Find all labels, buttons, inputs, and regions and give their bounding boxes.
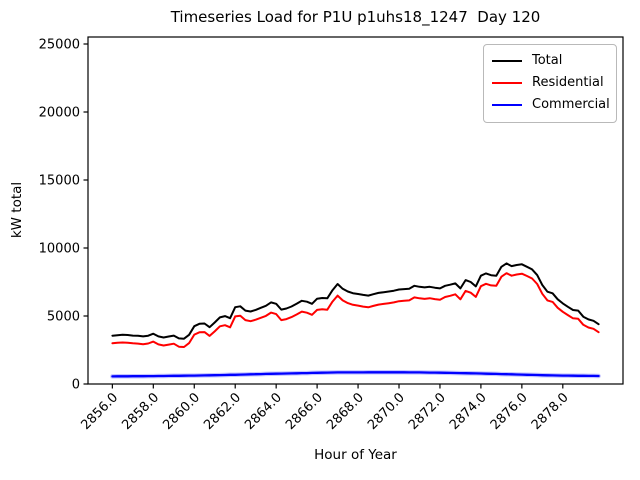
x-tick-label: 2866.0 bbox=[283, 390, 326, 433]
y-tick-label: 0 bbox=[72, 378, 80, 393]
y-tick-label: 25000 bbox=[39, 38, 80, 53]
plot-frame bbox=[87, 36, 624, 385]
legend-entry-commercial: Commercial bbox=[492, 94, 610, 116]
x-tick-label: 2874.0 bbox=[447, 390, 490, 433]
x-tick-label: 2878.0 bbox=[529, 390, 572, 433]
y-tick-label: 20000 bbox=[39, 106, 80, 121]
legend-line-residential bbox=[492, 82, 522, 84]
x-tick-label: 2856.0 bbox=[78, 390, 121, 433]
x-axis-label: Hour of Year bbox=[314, 447, 397, 463]
legend-entry-total: Total bbox=[492, 50, 608, 72]
series-line-commercial bbox=[111, 371, 600, 378]
series-line-residential bbox=[111, 272, 600, 348]
x-tick-label: 2864.0 bbox=[242, 390, 285, 433]
x-tick-label: 2868.0 bbox=[324, 390, 367, 433]
legend-entry-residential: Residential bbox=[492, 72, 608, 94]
x-tick-label: 2870.0 bbox=[365, 390, 408, 433]
y-axis-label: kW total bbox=[9, 181, 25, 239]
chart-title: Timeseries Load for P1U p1uhs18_1247 Day… bbox=[170, 8, 541, 26]
y-tick-label: 10000 bbox=[39, 242, 80, 257]
legend-line-commercial bbox=[492, 104, 522, 106]
x-tick-label: 2872.0 bbox=[406, 390, 449, 433]
x-tick-label: 2858.0 bbox=[119, 390, 162, 433]
series-line-total bbox=[111, 262, 600, 340]
x-tick-label: 2860.0 bbox=[160, 390, 203, 433]
legend-label-commercial: Commercial bbox=[532, 97, 610, 112]
y-tick-label: 5000 bbox=[47, 310, 80, 325]
legend-line-total bbox=[492, 60, 522, 62]
legend-label-residential: Residential bbox=[532, 75, 604, 90]
legend: Total Residential Commercial bbox=[483, 44, 617, 123]
y-tick-label: 15000 bbox=[39, 174, 80, 189]
legend-label-total: Total bbox=[532, 53, 563, 68]
x-tick-label: 2876.0 bbox=[488, 390, 531, 433]
x-tick-label: 2862.0 bbox=[201, 390, 244, 433]
